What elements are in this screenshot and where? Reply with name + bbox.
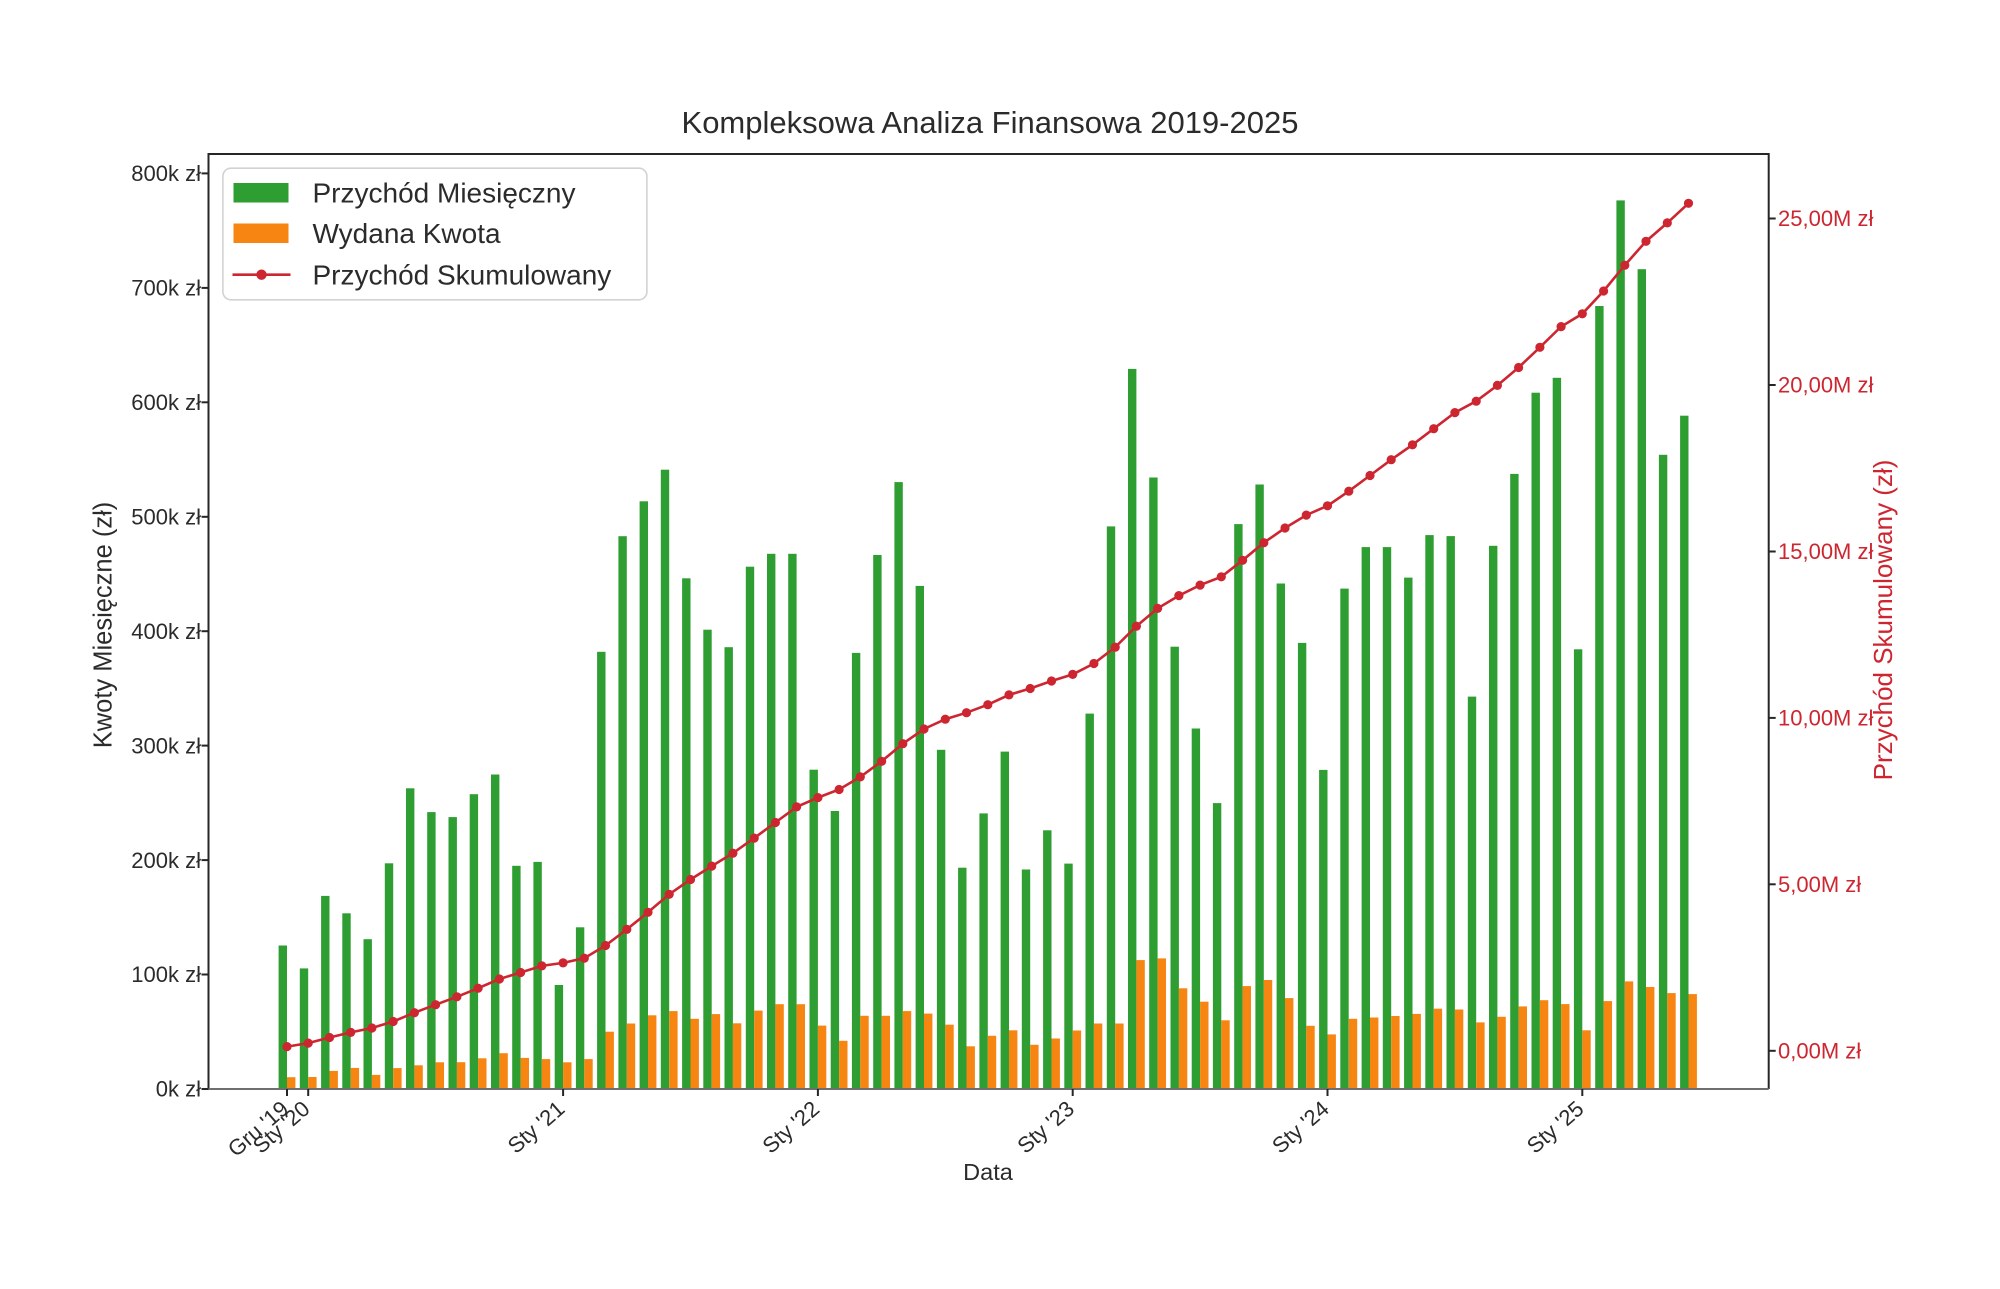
svg-text:400k zł: 400k zł (131, 619, 201, 644)
svg-text:300k zł: 300k zł (131, 733, 201, 758)
svg-text:800k zł: 800k zł (131, 161, 201, 186)
svg-text:Kompleksowa Analiza Finansowa: Kompleksowa Analiza Finansowa 2019-2025 (682, 105, 1299, 140)
svg-text:15,00M zł: 15,00M zł (1778, 539, 1873, 564)
svg-text:Wydana Kwota: Wydana Kwota (313, 218, 501, 249)
svg-text:25,00M zł: 25,00M zł (1778, 206, 1873, 231)
svg-text:500k zł: 500k zł (131, 505, 201, 530)
svg-text:5,00M zł: 5,00M zł (1778, 872, 1861, 897)
svg-text:10,00M zł: 10,00M zł (1778, 706, 1873, 731)
svg-text:Kwoty Miesięczne (zł): Kwoty Miesięczne (zł) (90, 502, 118, 749)
svg-text:100k zł: 100k zł (131, 962, 201, 987)
svg-text:Przychód Skumulowany (zł): Przychód Skumulowany (zł) (1868, 460, 1898, 781)
svg-text:200k zł: 200k zł (131, 848, 201, 873)
svg-text:700k zł: 700k zł (131, 276, 201, 301)
svg-text:Przychód Skumulowany: Przychód Skumulowany (313, 260, 612, 291)
svg-text:0,00M zł: 0,00M zł (1778, 1039, 1861, 1064)
svg-text:0k zł: 0k zł (156, 1077, 201, 1102)
svg-text:Przychód Miesięczny: Przychód Miesięczny (313, 178, 576, 209)
svg-text:600k zł: 600k zł (131, 390, 201, 415)
svg-text:20,00M zł: 20,00M zł (1778, 373, 1873, 398)
svg-text:Data: Data (963, 1159, 1014, 1185)
